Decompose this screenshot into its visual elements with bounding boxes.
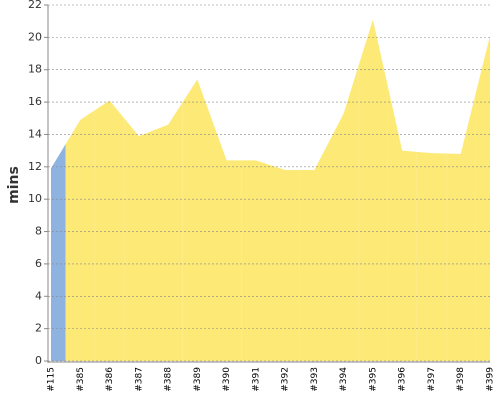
y-tick-label: 8	[35, 225, 42, 238]
x-tick-label: #385	[76, 367, 86, 392]
y-tick-label: 22	[28, 0, 42, 11]
y-tick-label: 14	[28, 127, 42, 140]
x-tick-label: #392	[281, 367, 291, 392]
area-segment	[358, 19, 388, 362]
y-tick-label: 16	[28, 95, 42, 108]
area-segment	[299, 141, 330, 361]
area-segment	[329, 66, 359, 361]
area-segment	[51, 144, 66, 361]
x-tick-label: #397	[427, 367, 437, 392]
y-tick-label: 12	[28, 160, 42, 173]
area-segment	[475, 35, 490, 361]
area-segment	[94, 100, 125, 362]
area-segment	[416, 151, 447, 361]
area-segment	[65, 110, 95, 361]
x-tick-label: #399	[486, 367, 496, 392]
area-segment	[211, 119, 242, 362]
y-tick-label: 10	[28, 192, 42, 205]
x-tick-label: #387	[134, 367, 144, 392]
y-tick-label: 4	[35, 289, 42, 302]
x-tick-label: #394	[339, 367, 349, 392]
x-tick-label: #388	[164, 367, 174, 392]
x-tick-label: #393	[310, 367, 320, 392]
x-tick-label: #389	[193, 367, 203, 392]
x-tick-label: #386	[105, 367, 115, 392]
plot-area	[51, 19, 490, 362]
y-tick-label: 18	[28, 63, 42, 76]
x-tick-label: #395	[368, 367, 378, 392]
area-segment	[241, 160, 271, 361]
y-tick-label: 2	[35, 322, 42, 335]
x-tick-label: #115	[47, 367, 57, 392]
area-segment	[446, 94, 476, 362]
x-tick-label: #390	[222, 367, 232, 392]
y-tick-label: 20	[28, 30, 42, 43]
area-segment	[270, 165, 300, 361]
area-segment	[182, 79, 212, 361]
y-tick-label: 6	[35, 257, 42, 270]
x-tick-label: #396	[398, 367, 408, 392]
area-segment	[124, 118, 154, 361]
x-tick-label: #391	[251, 367, 261, 392]
y-axis-label: mins	[6, 166, 22, 204]
area-segment	[387, 85, 417, 361]
y-tick-label: 0	[35, 354, 42, 367]
x-tick-label: #398	[456, 367, 466, 392]
